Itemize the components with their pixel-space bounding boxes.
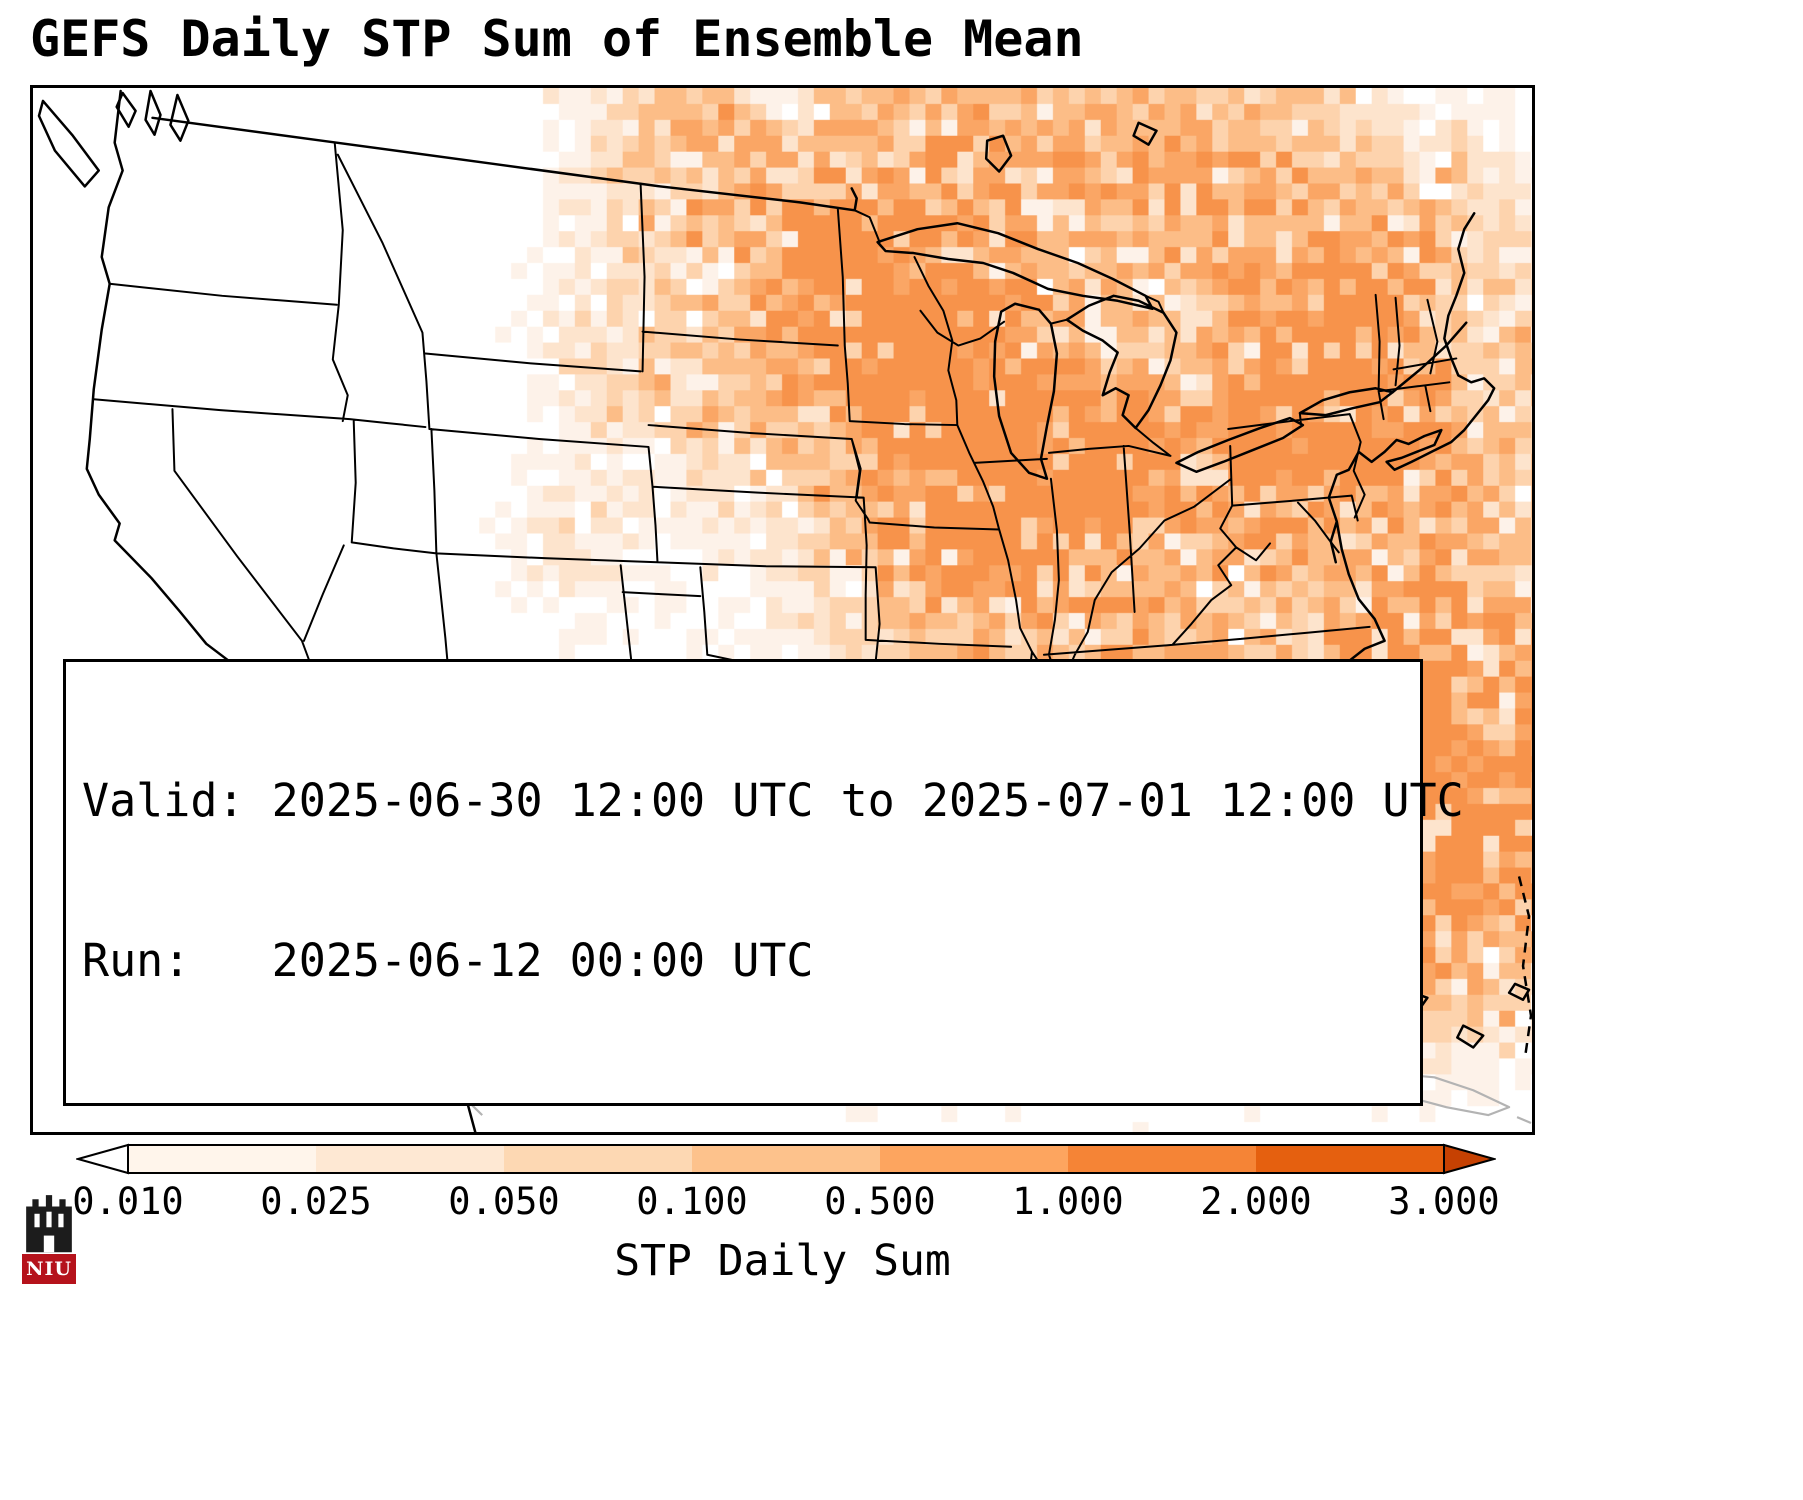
colorbar-tick-label: 0.500 — [824, 1180, 936, 1223]
valid-line: Valid: 2025-06-30 12:00 UTC to 2025-07-0… — [82, 774, 1464, 828]
colorbar-tick-label: 0.025 — [260, 1180, 372, 1223]
colorbar-ticks: 0.010 0.025 0.050 0.100 0.500 1.000 2.000 3.000 — [72, 1180, 1500, 1226]
colorbar-tick-label: 0.100 — [636, 1180, 748, 1223]
bahamas-dashed-coastline — [1517, 876, 1532, 1058]
niu-castle-icon — [26, 1195, 72, 1253]
page-title: GEFS Daily STP Sum of Ensemble Mean — [30, 10, 1084, 68]
colorbar-tick-label: 1.000 — [1012, 1180, 1124, 1223]
colorbar-label: STP Daily Sum — [614, 1236, 951, 1286]
colorbar-tick-label: 0.010 — [72, 1180, 184, 1223]
colorbar-tick-label: 3.000 — [1388, 1180, 1500, 1223]
validity-box: Valid: 2025-06-30 12:00 UTC to 2025-07-0… — [63, 659, 1464, 1106]
niu-banner-text: NIU — [22, 1254, 76, 1284]
run-line: Run: 2025-06-12 00:00 UTC — [82, 933, 814, 987]
niu-logo: NIU — [22, 1186, 76, 1284]
map-panel: Valid: 2025-06-30 12:00 UTC to 2025-07-0… — [30, 85, 1535, 1135]
colorbar-tick-label: 0.050 — [448, 1180, 560, 1223]
colorbar — [74, 1142, 1498, 1176]
colorbar-tick-label: 2.000 — [1200, 1180, 1312, 1223]
colorbar-svg — [74, 1143, 1498, 1175]
